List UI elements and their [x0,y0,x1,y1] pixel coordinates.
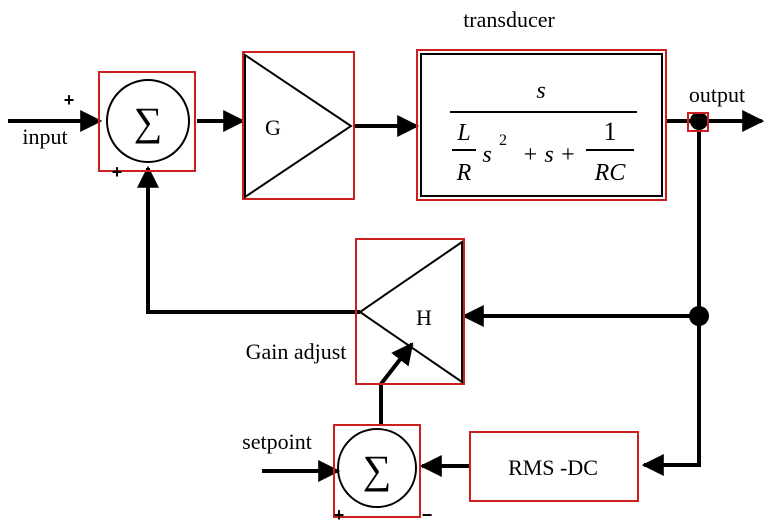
tf-numerator: s [536,78,545,104]
tf-l: L [456,120,470,146]
sigma-top: ∑ [134,99,163,144]
tf-one: 1 [604,117,617,146]
gain-block-g: G [242,51,355,200]
wire-feedback [137,165,360,314]
summing-junction-bottom: ∑ [333,424,421,518]
minus-sign-rms: − [422,505,433,525]
wire-output-down [641,121,701,476]
tf-plus-s-plus: + s + [522,142,576,168]
plus-sign-setpoint: + [334,505,345,525]
rms-dc-label: RMS -DC [508,455,598,480]
output-junction-dot [690,112,708,130]
feedback-junction-dot [689,306,709,326]
sigma-bottom: ∑ [363,447,392,492]
gain-block-h: H [355,238,465,385]
tf-s-squared: s [482,142,491,168]
gain-h-label: H [416,305,432,330]
tf-rc: RC [594,160,627,186]
output-terminal-box [687,112,709,132]
plus-sign-feedback: + [112,162,123,182]
gain-adjust-label: Gain adjust [246,339,347,364]
setpoint-label: setpoint [242,429,312,454]
summing-junction-top: ∑ [98,71,196,172]
input-label: input [22,124,67,149]
tf-exponent: 2 [499,132,507,149]
rms-dc-block: RMS -DC [469,431,639,502]
plus-sign-input: + [64,90,75,110]
tf-r: R [456,160,472,186]
transducer-block: s L R s 2 + s + 1 RC [416,49,667,201]
output-label: output [689,82,745,107]
gain-g-label: G [265,115,281,140]
transducer-label: transducer [463,7,555,32]
